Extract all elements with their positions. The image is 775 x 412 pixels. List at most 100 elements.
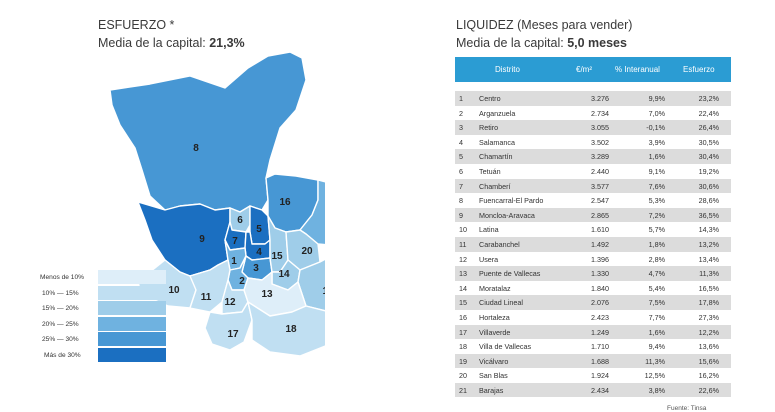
cell-interanual: 1,6% xyxy=(648,327,665,337)
cell-price: 1.610 xyxy=(591,225,609,235)
cell-esfuerzo: 11,3% xyxy=(699,269,719,279)
cell-number: 8 xyxy=(459,196,463,206)
map-label-4: 4 xyxy=(256,247,262,258)
table-header: Distrito €/m² % Interanual Esfuerzo xyxy=(455,57,731,82)
cell-interanual: 2,8% xyxy=(648,254,665,264)
cell-distrito: Villaverde xyxy=(479,327,511,337)
table-row: 16 Hortaleza 2.423 7,7% 27,3% xyxy=(455,310,731,325)
map-label-17: 17 xyxy=(227,329,239,340)
table-body: 1 Centro 3.276 9,9% 23,2% 2 Arganzuela 2.734 7,0… xyxy=(455,91,731,398)
cell-distrito: Centro xyxy=(479,94,501,103)
cell-price: 1.330 xyxy=(591,269,609,279)
district-18 xyxy=(247,301,325,357)
cell-number: 7 xyxy=(459,181,463,191)
cell-distrito: Hortaleza xyxy=(479,312,510,322)
cell-esfuerzo: 36,5% xyxy=(698,210,719,220)
cell-esfuerzo: 28,6% xyxy=(698,196,719,206)
map-label-15: 15 xyxy=(271,251,283,262)
cell-distrito: Chamberí xyxy=(479,181,511,191)
cell-distrito: Fuencarral-El Pardo xyxy=(479,196,544,206)
cell-esfuerzo: 13,2% xyxy=(698,239,719,249)
table-row: 12 Usera 1.396 2,8% 13,4% xyxy=(455,252,731,267)
cell-distrito: Retiro xyxy=(479,123,499,133)
cell-interanual: 5,4% xyxy=(648,283,665,293)
header-esfuerzo: Esfuerzo xyxy=(683,65,715,74)
cell-number: 13 xyxy=(459,269,467,279)
cell-price: 2.434 xyxy=(591,385,609,395)
legend-swatch xyxy=(98,270,166,284)
table-row: 2 Arganzuela 2.734 7,0% 22,4% xyxy=(455,106,731,121)
cell-price: 3.055 xyxy=(591,123,609,133)
cell-esfuerzo: 17,8% xyxy=(698,298,719,308)
cell-distrito: Puente de Vallecas xyxy=(479,269,541,279)
cell-number: 3 xyxy=(459,123,463,133)
table-row: 9 Moncloa-Aravaca 2.865 7,2% 36,5% xyxy=(455,207,731,223)
map-subtitle-value: 21,3% xyxy=(209,36,245,50)
legend-swatch xyxy=(98,347,166,362)
table-row: 17 Villaverde 1.249 1,6% 12,2% xyxy=(455,324,731,340)
district-table: Distrito €/m² % Interanual Esfuerzo 1 Cen… xyxy=(455,57,731,398)
map-label-19: 19 xyxy=(322,286,325,297)
cell-esfuerzo: 30,6% xyxy=(698,181,719,191)
map-label-13: 13 xyxy=(261,289,273,300)
legend-label: 15% — 20% xyxy=(42,305,79,312)
cell-price: 3.276 xyxy=(591,94,609,103)
map-subtitle-prefix: Media de la capital: xyxy=(98,36,210,50)
table-row: 18 Villa de Vallecas 1.710 9,4% 13,6% xyxy=(455,339,731,354)
cell-interanual: 11,3% xyxy=(645,356,665,366)
cell-price: 1.924 xyxy=(591,371,609,381)
cell-interanual: 1,6% xyxy=(648,152,665,162)
cell-price: 3.502 xyxy=(591,137,609,147)
cell-esfuerzo: 23,2% xyxy=(698,94,719,103)
table-row: 21 Barajas 2.434 3,8% 22,6% xyxy=(455,382,731,398)
table-subtitle: Media de la capital: 5,0 meses xyxy=(456,34,632,52)
table-row: 15 Ciudad Lineal 2.076 7,5% 17,8% xyxy=(455,295,731,310)
cell-distrito: Latina xyxy=(479,225,499,235)
cell-distrito: Villa de Vallecas xyxy=(479,342,532,352)
map-label-1: 1 xyxy=(231,256,237,267)
cell-esfuerzo: 13,6% xyxy=(698,342,719,352)
legend-label: 20% — 25% xyxy=(42,320,79,328)
district-21 xyxy=(299,179,325,246)
table-subtitle-prefix: Media de la capital: xyxy=(456,36,568,50)
cell-price: 2.423 xyxy=(591,312,609,322)
cell-interanual: 7,2% xyxy=(648,210,665,220)
table-row: 11 Carabanchel 1.492 1,8% 13,2% xyxy=(455,236,731,252)
table-row: 3 Retiro 3.055 -0,1% 26,4% xyxy=(455,120,731,135)
cell-price: 2.076 xyxy=(591,298,609,308)
cell-price: 3.289 xyxy=(591,152,609,162)
cell-esfuerzo: 30,4% xyxy=(698,152,719,162)
cell-price: 1.840 xyxy=(591,283,609,293)
cell-distrito: Moncloa-Aravaca xyxy=(479,210,535,220)
cell-number: 9 xyxy=(459,210,463,220)
map-title: ESFUERZO * Media de la capital: 21,3% xyxy=(98,16,245,52)
cell-number: 20 xyxy=(459,371,467,381)
cell-interanual: 1,8% xyxy=(648,239,665,249)
legend-label: Más de 30% xyxy=(44,351,81,359)
cell-interanual: 7,0% xyxy=(648,108,665,118)
district-8 xyxy=(109,51,307,213)
cell-distrito: Barajas xyxy=(479,385,504,395)
table-row: 13 Puente de Vallecas 1.330 4,7% 11,3% xyxy=(455,266,731,281)
map-label-12: 12 xyxy=(224,297,236,308)
cell-number: 21 xyxy=(459,385,467,395)
table-row: 19 Vicálvaro 1.688 11,3% 15,6% xyxy=(455,353,731,369)
cell-price: 1.249 xyxy=(591,327,609,337)
header-price: €/m² xyxy=(576,65,592,74)
cell-esfuerzo: 22,4% xyxy=(698,108,719,118)
cell-distrito: Ciudad Lineal xyxy=(479,298,523,308)
cell-number: 16 xyxy=(459,312,467,322)
cell-price: 2.865 xyxy=(591,210,609,220)
cell-distrito: Carabanchel xyxy=(479,239,520,249)
map-label-16: 16 xyxy=(279,197,291,208)
legend-swatch xyxy=(98,285,166,300)
cell-number: 2 xyxy=(459,108,463,118)
legend-label: Menos de 10% xyxy=(40,274,84,281)
cell-interanual: 5,3% xyxy=(648,196,665,206)
cell-price: 1.710 xyxy=(591,342,609,352)
cell-distrito: Chamartín xyxy=(479,152,513,162)
table-row: 8 Fuencarral-El Pardo 2.547 5,3% 28,6% xyxy=(455,193,731,208)
cell-interanual: 4,7% xyxy=(648,269,665,279)
district-17 xyxy=(204,301,253,351)
map-label-10: 10 xyxy=(168,285,180,296)
